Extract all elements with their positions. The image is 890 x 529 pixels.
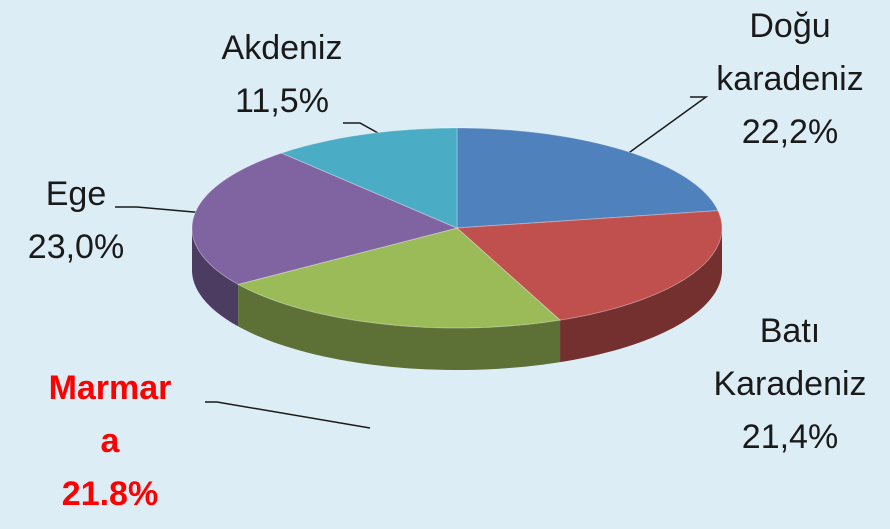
leader-line — [343, 122, 379, 134]
value-label: 23,0% — [27, 228, 125, 266]
pie-sides — [192, 228, 722, 370]
leader-line — [205, 401, 371, 429]
category-name: Ege — [45, 175, 107, 213]
pie-slice — [191, 152, 459, 285]
value-label: 21.8% — [61, 475, 159, 513]
pie-tops — [191, 127, 723, 329]
leader-lines — [115, 96, 709, 429]
pie-slice-side — [560, 228, 722, 363]
slice-label: Batı Karadeniz 21,4% — [710, 305, 870, 464]
leader-line — [611, 96, 709, 166]
slice-label: Akdeniz 11,5% — [197, 22, 367, 128]
leader-line — [115, 206, 206, 214]
slice-label: Marmara 21.8% — [40, 362, 180, 521]
pie-slice — [455, 210, 723, 321]
category-name: Akdeniz — [221, 29, 343, 67]
pie-slice — [236, 227, 562, 329]
value-label: 21,4% — [741, 418, 839, 456]
pie-slice-side — [238, 284, 561, 370]
category-name: Doğu karadeniz — [716, 7, 864, 98]
pie-slice — [456, 127, 719, 229]
category-name: Marmara — [48, 369, 172, 460]
value-label: 11,5% — [235, 82, 329, 120]
pie-slice — [280, 127, 458, 229]
slice-label: Doğu karadeniz 22,2% — [715, 0, 865, 159]
slice-label: Ege 23,0% — [1, 168, 151, 274]
pie-slice-side — [192, 228, 239, 327]
value-label: 22,2% — [741, 113, 839, 151]
category-name: Batı Karadeniz — [713, 312, 867, 403]
